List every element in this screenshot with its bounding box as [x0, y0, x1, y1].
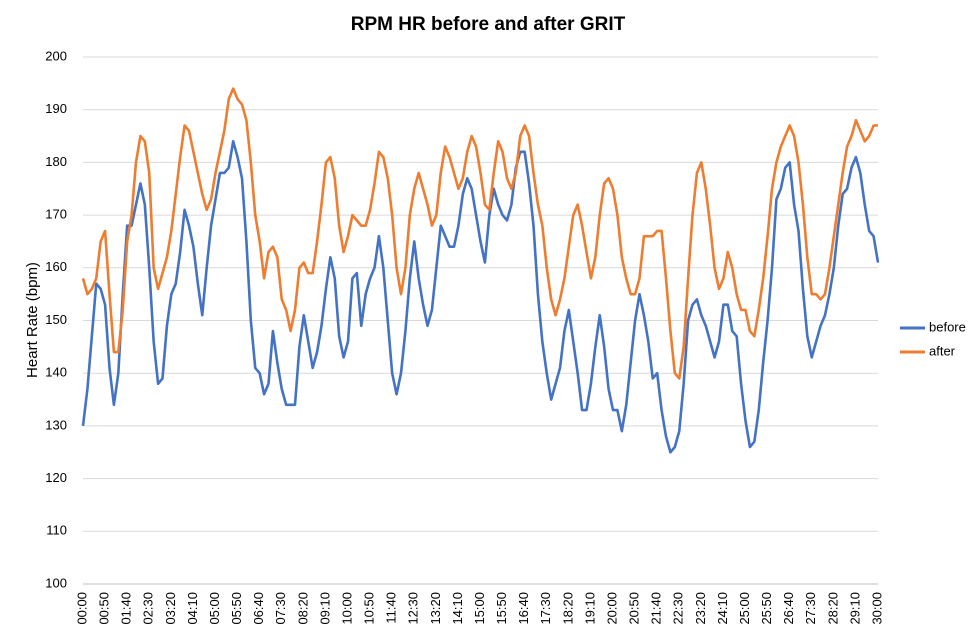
- x-tick-label: 18:20: [560, 592, 575, 625]
- series-line: [81, 87, 878, 380]
- legend-label: after: [929, 343, 956, 358]
- x-tick-label: 05:50: [229, 592, 244, 625]
- x-tick-label: 00:50: [97, 592, 112, 625]
- x-tick-label: 15:50: [494, 592, 509, 625]
- x-tick-label: 06:40: [251, 592, 266, 625]
- y-axis-label: Heart Rate (bpm): [24, 262, 41, 378]
- x-tick-label: 01:40: [119, 592, 134, 625]
- x-tick-label: 07:30: [273, 592, 288, 625]
- y-tick-label: 100: [45, 575, 67, 590]
- y-tick-label: 160: [45, 259, 67, 274]
- x-tick-label: 13:20: [428, 592, 443, 625]
- x-tick-label: 03:20: [163, 592, 178, 625]
- x-tick-label: 08:20: [295, 592, 310, 625]
- x-tick-label: 24:10: [715, 592, 730, 625]
- x-tick-label: 10:50: [362, 592, 377, 625]
- x-tick-label: 09:10: [317, 592, 332, 625]
- y-tick-label: 170: [45, 207, 67, 222]
- y-tick-label: 150: [45, 312, 67, 327]
- x-tick-label: 23:20: [693, 592, 708, 625]
- x-tick-label: 16:40: [516, 592, 531, 625]
- x-tick-label: 17:30: [538, 592, 553, 625]
- x-tick-label: 20:00: [604, 592, 619, 625]
- x-tick-label: 19:10: [582, 592, 597, 625]
- x-tick-label: 25:50: [759, 592, 774, 625]
- x-tick-label: 30:00: [869, 592, 884, 625]
- x-tick-label: 11:40: [384, 592, 399, 624]
- x-tick-label: 12:30: [406, 592, 421, 625]
- x-tick-label: 28:20: [825, 592, 840, 625]
- x-tick-label: 25:00: [737, 592, 752, 625]
- x-tick-label: 26:40: [781, 592, 796, 625]
- y-tick-label: 190: [45, 101, 67, 116]
- x-tick-label: 29:10: [847, 592, 862, 625]
- x-tick-label: 21:40: [649, 592, 664, 625]
- y-tick-label: 140: [45, 365, 67, 380]
- x-tick-label: 10:00: [339, 592, 354, 625]
- x-tick-label: 20:50: [627, 592, 642, 625]
- y-tick-label: 120: [45, 470, 67, 485]
- x-tick-label: 05:00: [207, 592, 222, 625]
- y-tick-label: 130: [45, 417, 67, 432]
- legend-label: before: [929, 319, 966, 334]
- x-tick-label: 14:10: [450, 592, 465, 625]
- x-tick-label: 02:30: [141, 592, 156, 625]
- y-tick-label: 110: [46, 523, 67, 538]
- y-tick-label: 180: [45, 154, 67, 169]
- x-tick-label: 27:30: [803, 592, 818, 625]
- series-line: [81, 140, 880, 454]
- x-tick-label: 04:10: [185, 592, 200, 625]
- chart-title: RPM HR before and after GRIT: [351, 14, 626, 35]
- x-tick-label: 15:00: [472, 592, 487, 625]
- x-tick-label: 22:30: [671, 592, 686, 625]
- y-tick-label: 200: [45, 48, 67, 63]
- x-tick-label: 00:00: [74, 592, 89, 625]
